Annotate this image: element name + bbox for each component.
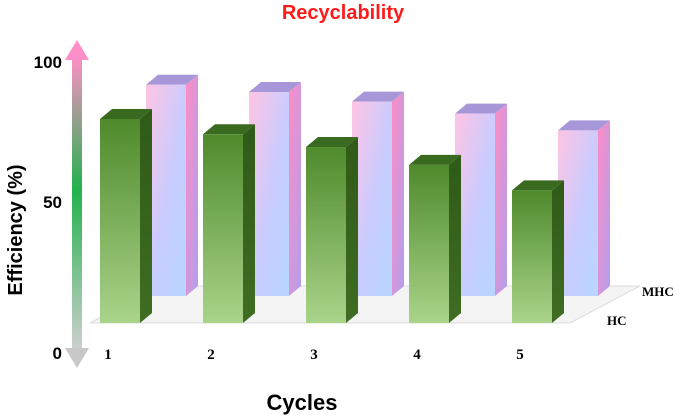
bar-hc-3-top	[306, 137, 358, 148]
x-tick-label: 2	[207, 347, 215, 363]
bar-hc-5-top	[512, 180, 564, 191]
bar-mhc-1-top	[146, 74, 198, 85]
bar-hc-3-side	[346, 137, 358, 323]
bar-hc-2	[203, 124, 255, 323]
bar-mhc-2-side	[289, 82, 301, 296]
bar-hc-4	[409, 154, 461, 323]
series-label-hc: HC	[607, 313, 627, 328]
bar-mhc-4	[455, 103, 507, 296]
bar-hc-2-top	[203, 124, 255, 135]
y-tick-label: 100	[34, 53, 62, 72]
bar-hc-2-front	[203, 134, 243, 323]
bar-hc-4-front	[409, 164, 449, 323]
bar-mhc-5-side	[598, 120, 610, 297]
y-axis-ticks: 0 50 100	[34, 53, 62, 363]
x-axis-ticks: 1 2 3 4 5	[104, 347, 524, 363]
y-axis-arrow	[65, 40, 89, 368]
series-label-mhc: MHC	[642, 284, 674, 299]
y-axis-label: Efficiency (%)	[5, 164, 27, 295]
bar-hc-1-top	[100, 109, 152, 119]
bar-hc-4-side	[449, 154, 461, 323]
bar-hc-1	[100, 109, 152, 323]
bar-hc-3	[306, 137, 358, 323]
bar-mhc-3-side	[392, 91, 404, 296]
bar-hc-2-side	[243, 124, 255, 323]
bar-mhc-1-side	[186, 74, 198, 296]
bar-hc-1-side	[140, 109, 152, 323]
series-hc-bars	[100, 109, 564, 323]
bar-mhc-2-top	[249, 82, 301, 92]
bar-mhc-3	[352, 91, 404, 296]
bar-mhc-4-front	[455, 113, 495, 296]
bar-mhc-2-front	[249, 92, 289, 296]
bar-mhc-3-front	[352, 101, 392, 296]
bar-hc-4-top	[409, 154, 461, 165]
bar-hc-5-side	[552, 180, 564, 323]
y-tick-label: 0	[53, 344, 62, 363]
bar-mhc-5	[558, 120, 610, 297]
bar-hc-5-front	[512, 190, 552, 323]
x-tick-label: 4	[413, 347, 421, 363]
bar-hc-3-front	[306, 147, 346, 323]
series-mhc-bars	[146, 74, 610, 297]
bar-mhc-5-top	[558, 120, 610, 131]
bar-mhc-1	[146, 74, 198, 296]
bar-mhc-3-top	[352, 91, 404, 102]
bar-hc-1-front	[100, 119, 140, 323]
chart-title: Recyclability	[282, 2, 405, 24]
bar-mhc-4-top	[455, 103, 507, 114]
bar-mhc-4-side	[495, 103, 507, 296]
y-tick-label: 50	[43, 193, 62, 212]
x-tick-label: 1	[104, 347, 112, 363]
bar-mhc-2	[249, 82, 301, 296]
x-tick-label: 3	[310, 347, 318, 363]
x-tick-label: 5	[516, 347, 524, 363]
series-labels: HC MHC	[607, 284, 674, 328]
bar-mhc-1-front	[146, 84, 186, 296]
bar-mhc-5-front	[558, 130, 598, 296]
x-axis-label: Cycles	[267, 390, 338, 415]
bar-hc-5	[512, 180, 564, 323]
